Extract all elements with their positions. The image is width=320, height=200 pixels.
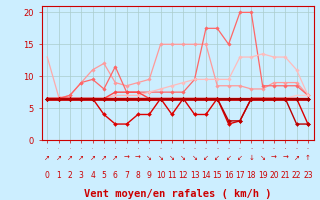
Text: 17: 17 bbox=[235, 170, 245, 180]
Text: 8: 8 bbox=[136, 170, 140, 180]
Text: 12: 12 bbox=[179, 170, 188, 180]
Text: 19: 19 bbox=[258, 170, 268, 180]
Text: 5: 5 bbox=[101, 170, 106, 180]
Text: →: → bbox=[135, 155, 141, 161]
Text: 9: 9 bbox=[147, 170, 152, 180]
Text: 6: 6 bbox=[113, 170, 118, 180]
Text: ↙: ↙ bbox=[203, 155, 209, 161]
Text: ↘: ↘ bbox=[169, 155, 175, 161]
Text: 20: 20 bbox=[269, 170, 279, 180]
Text: 4: 4 bbox=[90, 170, 95, 180]
Text: ↗: ↗ bbox=[90, 155, 96, 161]
Text: 16: 16 bbox=[224, 170, 233, 180]
Text: 3: 3 bbox=[79, 170, 84, 180]
Text: ↗: ↗ bbox=[44, 155, 50, 161]
Text: 22: 22 bbox=[292, 170, 301, 180]
Text: ↘: ↘ bbox=[146, 155, 152, 161]
Text: ↗: ↗ bbox=[67, 155, 73, 161]
Text: ↙: ↙ bbox=[214, 155, 220, 161]
Text: ↘: ↘ bbox=[158, 155, 164, 161]
Text: ↗: ↗ bbox=[78, 155, 84, 161]
Text: ↘: ↘ bbox=[180, 155, 186, 161]
Text: ↗: ↗ bbox=[101, 155, 107, 161]
Text: 10: 10 bbox=[156, 170, 165, 180]
Text: 11: 11 bbox=[167, 170, 177, 180]
Text: ↗: ↗ bbox=[56, 155, 61, 161]
Text: →: → bbox=[271, 155, 277, 161]
Text: ↙: ↙ bbox=[226, 155, 232, 161]
Text: 15: 15 bbox=[212, 170, 222, 180]
Text: Vent moyen/en rafales ( km/h ): Vent moyen/en rafales ( km/h ) bbox=[84, 189, 271, 199]
Text: ↓: ↓ bbox=[248, 155, 254, 161]
Text: 0: 0 bbox=[45, 170, 50, 180]
Text: 2: 2 bbox=[68, 170, 72, 180]
Text: 21: 21 bbox=[281, 170, 290, 180]
Text: 18: 18 bbox=[246, 170, 256, 180]
Text: ↘: ↘ bbox=[192, 155, 197, 161]
Text: ↗: ↗ bbox=[112, 155, 118, 161]
Text: ↗: ↗ bbox=[294, 155, 300, 161]
Text: 13: 13 bbox=[190, 170, 199, 180]
Text: →: → bbox=[282, 155, 288, 161]
Text: 14: 14 bbox=[201, 170, 211, 180]
Text: ↙: ↙ bbox=[237, 155, 243, 161]
Text: 23: 23 bbox=[303, 170, 313, 180]
Text: 7: 7 bbox=[124, 170, 129, 180]
Text: ↘: ↘ bbox=[260, 155, 266, 161]
Text: 1: 1 bbox=[56, 170, 61, 180]
Text: ↑: ↑ bbox=[305, 155, 311, 161]
Text: →: → bbox=[124, 155, 130, 161]
